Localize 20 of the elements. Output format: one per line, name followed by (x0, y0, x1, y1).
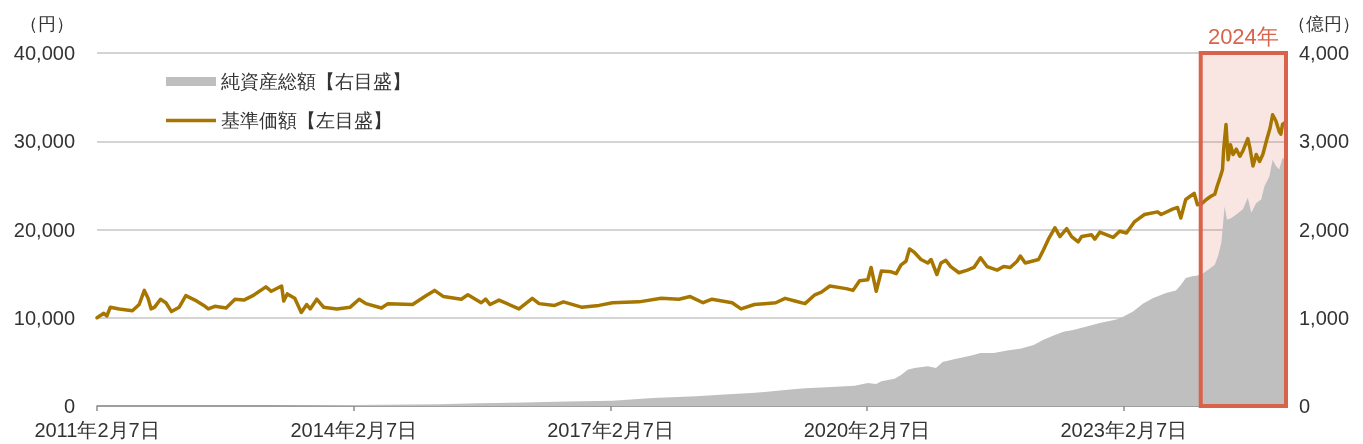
legend-label: 純資産総額【右目盛】 (221, 71, 411, 92)
y-tick-label: 10,000 (13, 306, 75, 329)
y2-tick-label: 0 (1299, 395, 1311, 417)
y-axis-title: （円） (20, 14, 74, 34)
y-tick-label: 40,000 (13, 42, 75, 64)
x-tick-label: 2014年2月7日 (290, 419, 418, 441)
y-tick-label: 30,000 (13, 130, 75, 153)
x-tick-label: 2017年2月7日 (547, 419, 674, 441)
legend-label: 基準価額【左目盛】 (221, 110, 392, 131)
y2-tick-label: 2,000 (1299, 218, 1350, 241)
y-tick-label: 0 (63, 395, 75, 417)
y-tick-label: 20,000 (13, 218, 75, 241)
x-tick-label: 2020年2月7日 (803, 419, 931, 441)
y2-tick-label: 1,000 (1299, 306, 1350, 329)
band-label: 2024年 (1207, 23, 1279, 49)
x-tick-label: 2011年2月7日 (34, 419, 160, 441)
y2-tick-label: 3,000 (1299, 130, 1350, 153)
y2-tick-label: 4,000 (1299, 42, 1350, 64)
x-tick-label: 2023年2月7日 (1060, 419, 1188, 441)
y2-axis-title: （億円） (1288, 14, 1360, 34)
